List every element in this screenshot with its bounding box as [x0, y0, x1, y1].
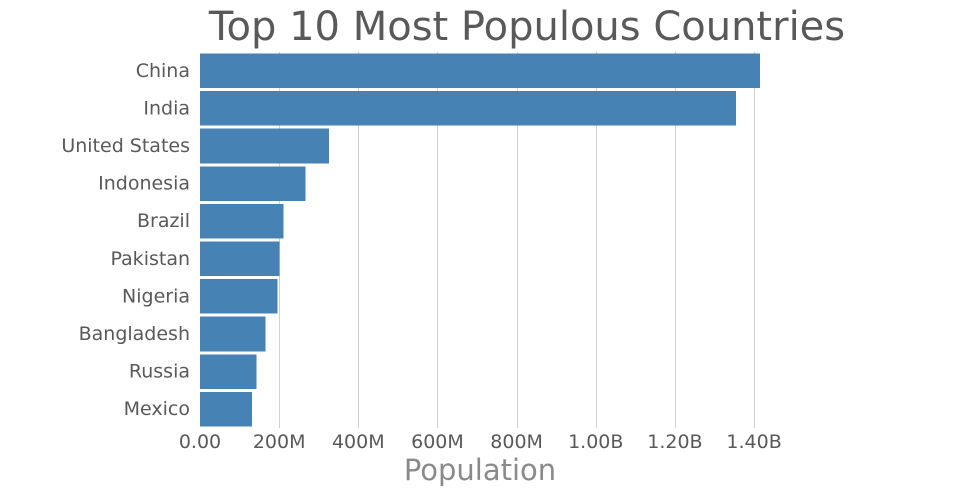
bar-brazil — [200, 203, 284, 239]
bar-nigeria — [200, 279, 278, 314]
chart-title: Top 10 Most Populous Countries — [208, 4, 845, 50]
bar-bangladesh — [200, 316, 266, 352]
x-tick-label: 0.00 — [179, 431, 221, 453]
x-axis-title: Population — [404, 453, 556, 487]
category-label: Indonesia — [98, 173, 190, 195]
bars — [200, 53, 760, 427]
category-label: Bangladesh — [79, 323, 190, 345]
category-label: India — [143, 97, 190, 119]
category-label: United States — [61, 135, 190, 157]
bar-indonesia — [200, 166, 306, 201]
x-tick-label: 200M — [253, 431, 306, 453]
bar-russia — [200, 354, 257, 389]
category-label: Mexico — [124, 398, 190, 420]
x-tick-label: 800M — [490, 431, 543, 453]
bar-china — [200, 53, 760, 89]
x-tick-label: 400M — [332, 431, 385, 453]
bar-india — [200, 91, 736, 126]
category-labels: China India United States Indonesia Brazil Pa… — [61, 60, 190, 420]
x-tick-label: 1.40B — [726, 431, 781, 453]
x-tick-labels: 0.00 200M 400M 600M 800M 1.00B 1.20B 1.40B — [179, 431, 782, 453]
bar-united-states — [200, 128, 330, 164]
category-label: Brazil — [137, 210, 190, 232]
bar-pakistan — [200, 241, 280, 277]
x-tick-label: 600M — [411, 431, 464, 453]
x-tick-label: 1.00B — [568, 431, 623, 453]
bar-mexico — [200, 391, 252, 427]
category-label: Nigeria — [122, 285, 190, 307]
category-label: Russia — [129, 361, 190, 383]
category-label: China — [136, 60, 190, 82]
x-tick-label: 1.20B — [647, 431, 702, 453]
category-label: Pakistan — [110, 248, 190, 270]
